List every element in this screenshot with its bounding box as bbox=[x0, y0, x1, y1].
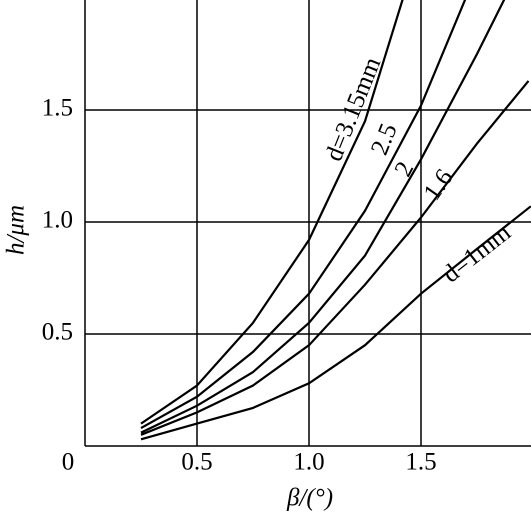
x-tick-label: 1.5 bbox=[405, 449, 436, 476]
x-tick-label: 1.0 bbox=[293, 449, 324, 476]
y-tick-label: 0.5 bbox=[42, 319, 73, 346]
curve-label: 2.5 bbox=[366, 120, 403, 159]
curve-label: 2 bbox=[390, 157, 420, 181]
y-tick-label: 1.0 bbox=[42, 207, 73, 234]
curve-label: 1.6 bbox=[419, 164, 459, 205]
y-tick-label: 1.5 bbox=[42, 95, 73, 122]
curve-label: d=1mm bbox=[438, 219, 517, 289]
x-tick-label: 0 bbox=[62, 449, 75, 476]
x-tick-label: 0.5 bbox=[181, 449, 212, 476]
curve bbox=[140, 205, 531, 441]
curve bbox=[140, 0, 404, 425]
curve bbox=[140, 0, 467, 430]
curve bbox=[140, 80, 530, 436]
x-axis-label: β/(°) bbox=[286, 485, 333, 512]
curve bbox=[140, 0, 506, 434]
y-axis-label: h/μm bbox=[3, 205, 30, 255]
